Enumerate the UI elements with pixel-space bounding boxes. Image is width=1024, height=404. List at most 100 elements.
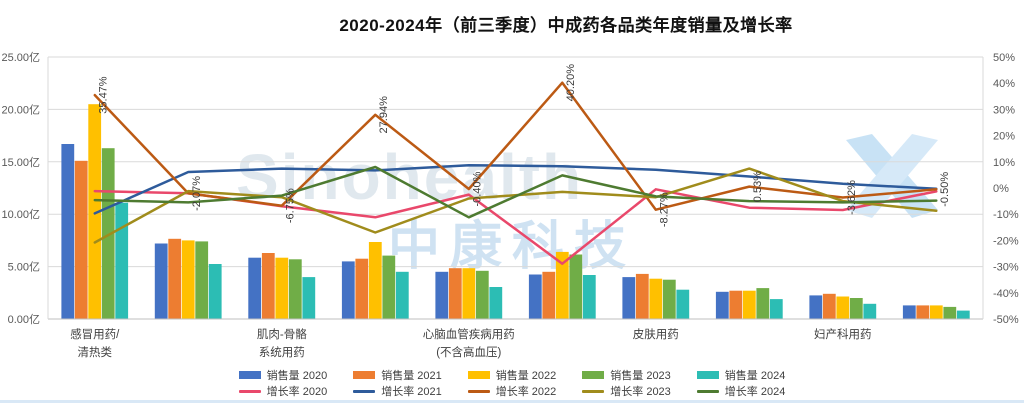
y-right-tick-label: -50% (993, 314, 1019, 326)
bar (649, 278, 663, 319)
bar (635, 273, 649, 319)
y-left-tick-label: 5.00亿 (8, 261, 40, 274)
legend-line-swatch (696, 389, 719, 393)
legend-item: 销售量 2024 (696, 367, 786, 383)
chart-legend: 销售量 2020 销售量 2021 销售量 2022 销售量 2023 销售量 2024… (0, 367, 1024, 399)
bar (74, 160, 88, 319)
legend-bar-swatch (353, 371, 376, 379)
combo-chart: 0.00亿 5.00亿 10.00亿 15.00亿 20.00亿 25.00亿 -50% -4… (1, 51, 1019, 359)
legend-line-swatch (353, 389, 376, 393)
data-label: -6.75% (285, 188, 297, 223)
category-label: (不含高血压) (436, 345, 501, 359)
y-right-tick-label: -40% (993, 288, 1019, 300)
y-right-tick-label: -30% (993, 262, 1019, 274)
legend-item: 增长率 2020 (238, 383, 327, 399)
y-left-tick-label: 0.00亿 (8, 313, 40, 326)
legend-item: 销售量 2023 (582, 367, 671, 383)
chart-title: 2020-2024年（前三季度）中成药各品类年度销量及增长率 (339, 16, 793, 35)
bar (195, 241, 209, 319)
legend-label: 增长率 2023 (610, 386, 671, 398)
legend-item: 销售量 2020 (238, 367, 328, 383)
legend-label: 增长率 2024 (724, 386, 786, 398)
category-label: 心脑血管疾病用药 (423, 327, 515, 341)
legend-line-swatch (467, 389, 490, 393)
legend-item: 增长率 2022 (467, 383, 556, 399)
gridlines (47, 56, 984, 320)
bar (261, 253, 275, 319)
legend-label: 销售量 2021 (381, 370, 442, 382)
category-label: 妇产科用药 (814, 327, 872, 341)
bar (729, 290, 743, 319)
bar (115, 202, 129, 319)
bar (462, 268, 476, 319)
category-label: 系统用药 (259, 346, 305, 359)
growth-lines-group (93, 81, 938, 265)
y-left-tick-label: 15.00亿 (1, 156, 40, 169)
legend-label: 销售量 2024 (724, 370, 786, 382)
bar (275, 257, 289, 319)
bar (622, 277, 636, 319)
legend-item: 增长率 2024 (696, 383, 786, 399)
bar (569, 254, 583, 319)
category-label: 感冒用药/ (70, 327, 120, 341)
legend-bar-swatch (582, 371, 605, 379)
bar (181, 240, 195, 319)
growth-line (93, 165, 938, 219)
bar (168, 238, 182, 319)
bar (435, 271, 449, 319)
data-labels: 35.47% -2.07% -6.75% 27.94% -0.40% 40.20% -8.2… (98, 64, 952, 227)
y-left-tick-label: 10.00亿 (1, 208, 40, 221)
bar (836, 296, 850, 319)
legend-item: 销售量 2021 (353, 367, 442, 383)
legend-bar-swatch (238, 371, 261, 379)
axis-right-tick-labels: -50% -40% -30% -20% -10% 0% 10% 20% 30% 40% 50% (993, 52, 1019, 326)
y-right-tick-label: -10% (993, 209, 1019, 221)
bar (448, 268, 462, 319)
y-right-tick-label: 50% (993, 52, 1015, 64)
bar (742, 290, 756, 319)
data-label: -8.27% (659, 192, 671, 227)
bar (368, 242, 382, 319)
legend-label: 销售量 2023 (610, 370, 671, 382)
bar (822, 293, 836, 319)
bar (61, 144, 75, 319)
data-label: 40.20% (565, 64, 577, 102)
bar (208, 264, 222, 319)
legend-item: 销售量 2022 (467, 367, 557, 383)
bar (809, 295, 823, 319)
legend-label: 增长率 2021 (381, 386, 442, 398)
growth-line (93, 163, 938, 215)
legend-row-bars: 销售量 2020 销售量 2021 销售量 2022 销售量 2023 销售量 2024 (0, 367, 1024, 383)
y-right-tick-label: 0% (993, 183, 1009, 195)
bar (769, 299, 783, 319)
y-right-tick-label: -20% (993, 235, 1019, 247)
data-label: 35.47% (98, 76, 110, 114)
data-label: -0.40% (472, 171, 484, 206)
bar (902, 305, 916, 319)
bar (355, 258, 369, 319)
legend-line-swatch (238, 389, 261, 393)
y-right-tick-label: 40% (993, 78, 1015, 90)
bar (582, 275, 596, 319)
legend-bar-swatch (467, 371, 490, 379)
bar (475, 270, 489, 319)
y-right-tick-label: 20% (993, 131, 1015, 143)
legend-line-swatch (582, 389, 605, 393)
watermark-x-logo-icon (846, 134, 938, 223)
bar (863, 303, 877, 319)
legend-label: 销售量 2020 (266, 370, 328, 382)
legend-label: 销售量 2022 (495, 370, 557, 382)
y-right-tick-label: 10% (993, 157, 1015, 169)
bar (555, 251, 569, 319)
bar (489, 287, 503, 319)
legend-item: 增长率 2021 (353, 383, 442, 399)
bar (715, 291, 729, 319)
data-label: -3.62% (846, 180, 858, 215)
bar (929, 305, 943, 319)
data-label: 27.94% (378, 96, 390, 134)
bar (849, 298, 863, 319)
category-label: 皮肤用药 (633, 327, 679, 341)
category-label: 肌肉-骨骼 (257, 327, 307, 341)
